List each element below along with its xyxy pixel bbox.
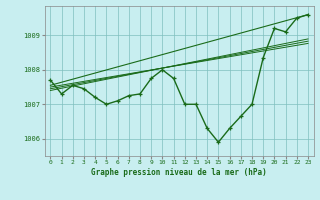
X-axis label: Graphe pression niveau de la mer (hPa): Graphe pression niveau de la mer (hPa) (91, 168, 267, 177)
